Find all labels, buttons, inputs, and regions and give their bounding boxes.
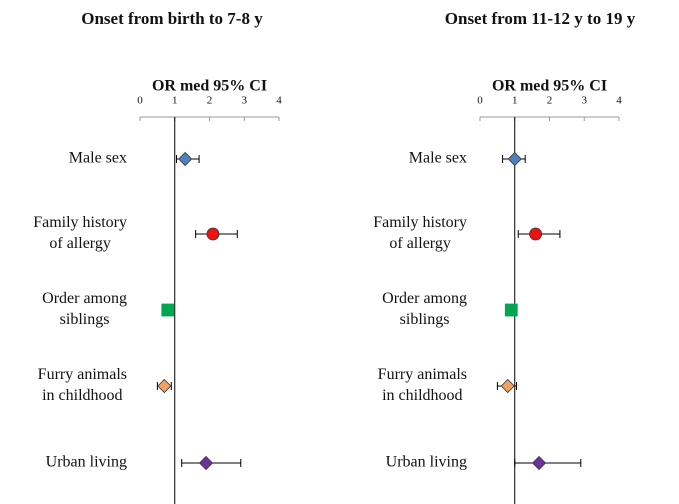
x-tick-label: 2 [207,95,213,107]
category-label: Furry animals [38,366,127,383]
point-estimate [198,455,214,471]
point-estimate [504,303,518,317]
x-tick-label: 1 [172,95,178,107]
x-tick-label: 4 [616,95,622,107]
category-label: Family history [373,214,467,231]
point-estimate [532,455,547,471]
point-estimate [178,151,193,167]
point-estimate [529,227,542,241]
category-label: Order among [42,290,127,307]
category-label: of allergy [49,235,110,252]
point-estimate [500,378,515,394]
x-tick-label: 2 [547,95,553,107]
category-label: siblings [400,311,450,328]
category-label: Urban living [386,454,467,471]
category-label: Family history [33,214,127,231]
category-label: in childhood [42,387,122,404]
panel-title: Onset from 11-12 y to 19 y [445,9,636,28]
point-estimate [507,151,522,167]
x-tick-label: 0 [477,95,483,107]
category-label: Order among [382,290,467,307]
axis-label: OR med 95% CI [152,78,267,95]
category-label: Male sex [69,150,127,167]
category-label: Male sex [409,150,467,167]
x-tick-label: 1 [512,95,518,107]
x-tick-label: 3 [242,95,248,107]
category-label: Furry animals [378,366,467,383]
point-estimate [206,227,220,241]
panel-title: Onset from birth to 7-8 y [81,9,263,28]
category-label: siblings [60,311,110,328]
axis-label: OR med 95% CI [492,78,607,95]
x-tick-label: 0 [137,95,143,107]
point-estimate [161,303,175,317]
category-label: in childhood [382,387,462,404]
category-label: Urban living [46,454,127,471]
category-label: of allergy [389,235,450,252]
point-estimate [157,378,172,394]
x-tick-label: 3 [582,95,588,107]
x-tick-label: 4 [276,95,282,107]
